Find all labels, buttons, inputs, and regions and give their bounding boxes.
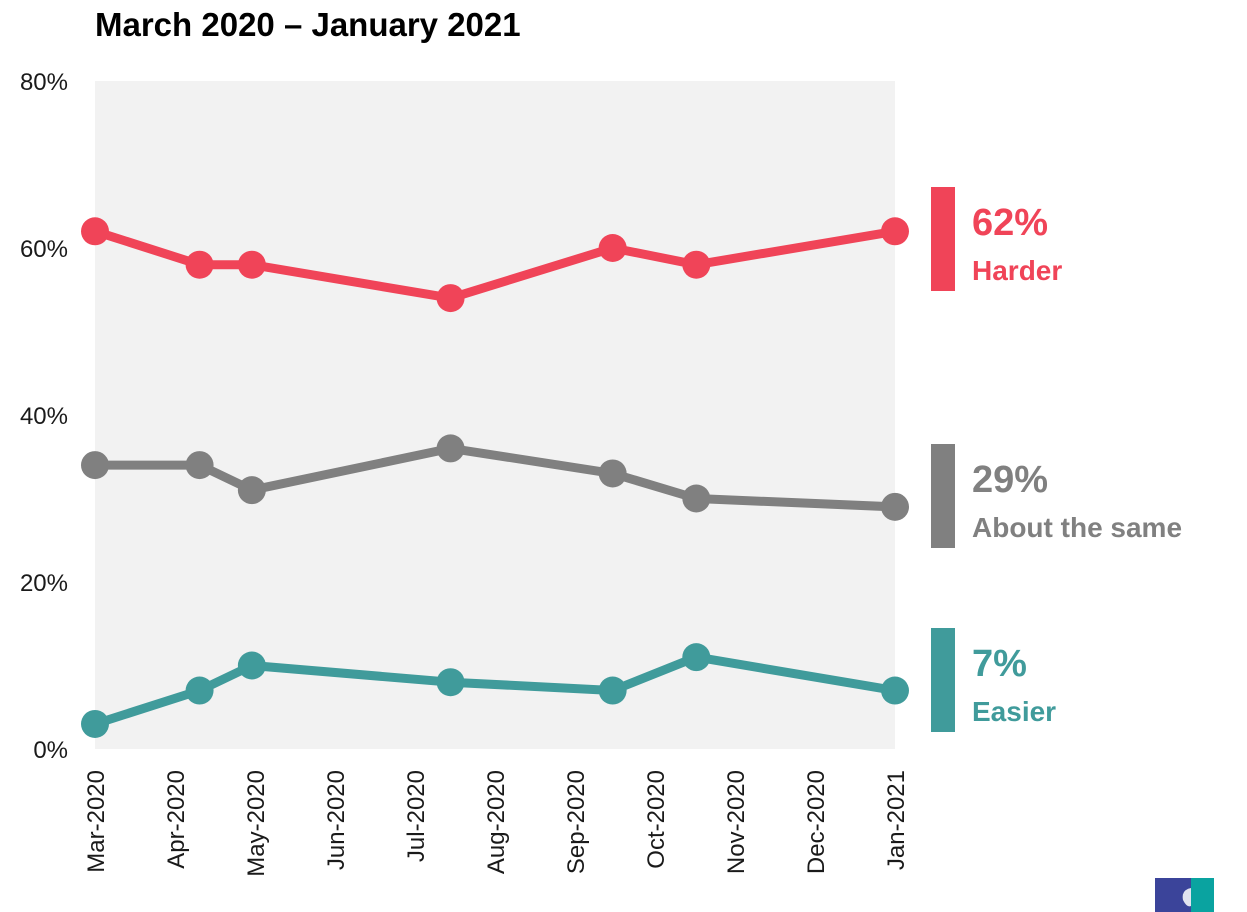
point-harder-2 [237,250,266,279]
y-tick-label-3: 60% [20,236,68,263]
end-labels: 62% Harder 29% About the same 7% Easier [931,187,1182,732]
point-about-the-same-2 [237,476,266,505]
end-value-harder: 62% [972,202,1048,244]
x-tick-label-5: Aug-2020 [483,770,510,874]
point-about-the-same-1 [185,451,214,480]
end-name-about-the-same: About the same [972,512,1182,543]
point-harder-4 [598,234,627,262]
x-axis: Mar-2020 Apr-2020 May-2020 Jun-2020 Jul-2020… [83,770,910,877]
x-tick-label-0: Mar-2020 [83,770,110,873]
point-harder-3 [436,284,465,313]
plot-area [95,81,895,749]
point-easier-1 [185,676,214,705]
y-tick-label-4: 80% [20,69,68,96]
end-value-about-the-same: 29% [972,459,1048,501]
end-bar-harder [931,187,955,291]
point-harder-1 [185,250,214,279]
point-easier-4 [598,676,627,705]
x-tick-label-9: Dec-2020 [803,770,830,874]
x-tick-label-1: Apr-2020 [163,770,190,869]
y-tick-label-0: 0% [33,737,68,764]
chart-title: March 2020 – January 2021 [95,6,521,43]
point-easier-2 [237,651,266,680]
end-value-easier: 7% [972,643,1027,685]
point-easier-0 [81,709,109,738]
y-tick-label-1: 20% [20,570,68,597]
x-tick-label-2: May-2020 [243,770,270,877]
point-easier-6 [881,676,909,705]
point-harder-5 [682,250,711,279]
point-about-the-same-6 [881,492,909,521]
point-about-the-same-4 [598,459,627,488]
point-about-the-same-3 [436,434,465,463]
x-tick-label-6: Sep-2020 [563,770,590,874]
x-tick-label-7: Oct-2020 [643,770,670,869]
x-tick-label-8: Nov-2020 [723,770,750,874]
logo-icon [1155,878,1214,912]
point-easier-5 [682,643,711,672]
point-easier-3 [436,668,465,697]
series-easier [81,643,909,738]
x-tick-label-3: Jun-2020 [323,770,350,870]
series-about-the-same [81,434,909,521]
point-about-the-same-0 [81,451,109,480]
y-tick-label-2: 40% [20,403,68,430]
series-harder [81,217,909,313]
y-axis: 0% 20% 40% 60% 80% [20,69,68,764]
point-harder-0 [81,217,109,246]
end-bar-about-the-same [931,444,955,548]
point-about-the-same-5 [682,484,711,513]
end-bar-easier [931,628,955,732]
point-harder-6 [881,217,909,246]
x-tick-label-4: Jul-2020 [403,770,430,862]
end-name-harder: Harder [972,255,1062,286]
end-name-easier: Easier [972,696,1056,727]
x-tick-label-10: Jan-2021 [883,770,910,870]
series-layer [81,217,909,738]
